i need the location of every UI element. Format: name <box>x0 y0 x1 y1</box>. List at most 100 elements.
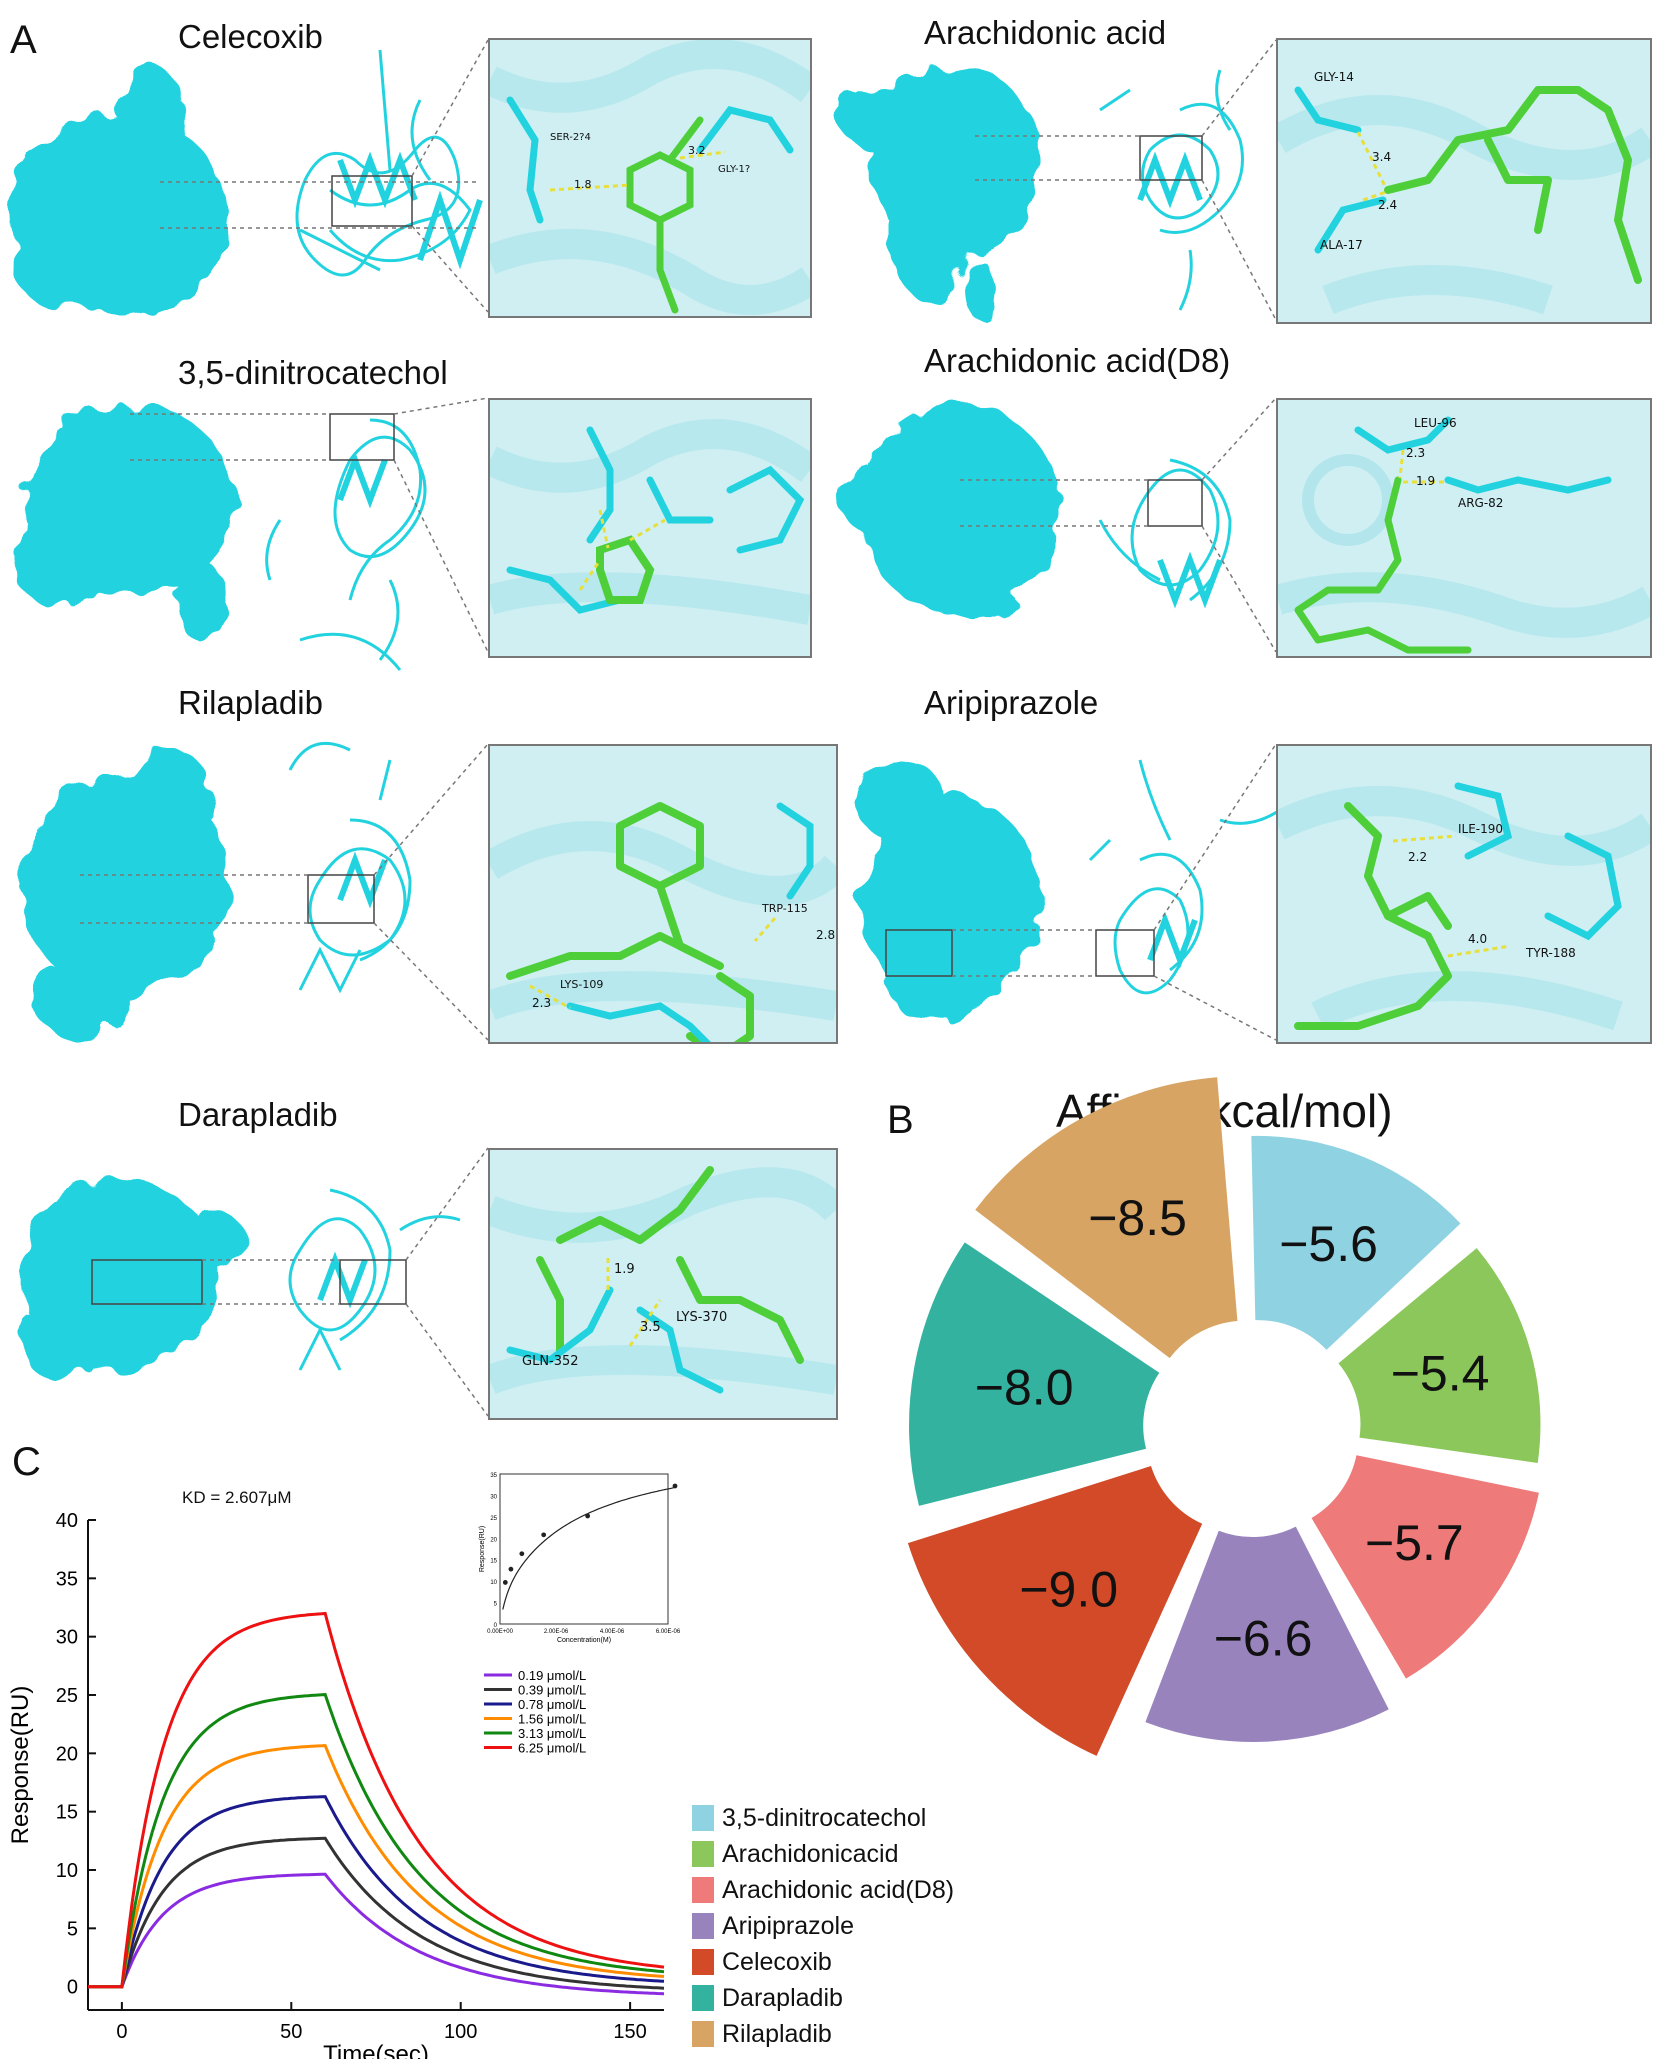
y-tick-label: 35 <box>56 1568 78 1590</box>
inset-point <box>672 1483 678 1489</box>
zoom-darapladib: GLN-352 LYS-370 1.9 3.5 <box>488 1148 838 1420</box>
distance-label: 1.8 <box>574 178 592 191</box>
y-tick-label: 15 <box>56 1802 78 1824</box>
legend-label: Celecoxib <box>722 1947 832 1976</box>
distance-label: 1.9 <box>1416 474 1436 488</box>
surface-darapladib <box>20 1180 245 1380</box>
x-tick-label: 100 <box>444 2021 477 2043</box>
legend-swatch <box>692 2021 714 2047</box>
y-tick-label: 10 <box>56 1860 78 1882</box>
inset-x-axis-label: Concentration(M) <box>557 1637 611 1644</box>
sensorgram-line <box>88 1836 665 1990</box>
legend-swatch <box>692 1877 714 1903</box>
inset-point <box>585 1513 591 1519</box>
rose-slice <box>1251 1135 1461 1350</box>
distance-label: 3.5 <box>640 1320 661 1335</box>
inset-point <box>541 1532 547 1538</box>
y-tick-label: 25 <box>56 1685 78 1707</box>
y-tick-label: 40 <box>56 1510 78 1532</box>
ribbon-arachidonic-d8 <box>1098 458 1232 609</box>
surface-dinitrocatechol <box>10 405 235 640</box>
inset-point <box>502 1580 508 1585</box>
inset-y-tick-label: 0 <box>494 1623 498 1629</box>
zoom-aripiprazole: ILE-190 TYR-188 2.2 4.0 <box>1276 744 1652 1044</box>
legend-swatch <box>692 1913 714 1939</box>
panel-letter-a: A <box>10 18 37 62</box>
x-tick-label: 150 <box>613 2021 646 2043</box>
residue-label: GLY-1? <box>718 164 751 175</box>
legend-label: Rilapladib <box>722 2019 832 2048</box>
rose-slice <box>1311 1455 1539 1679</box>
title-arachidonic-acid-d8: Arachidonic acid(D8) <box>924 342 1231 379</box>
ribbon-celecoxib <box>295 49 483 277</box>
zoom-arachidonic: GLY-14 ALA-17 3.4 2.4 <box>1276 38 1652 324</box>
inset-y-tick-label: 30 <box>490 1494 497 1500</box>
legend-swatch <box>692 1841 714 1867</box>
legend-label: 0.39 μmol/L <box>518 1683 586 1698</box>
inset-fit-line <box>502 1487 674 1610</box>
title-darapladib: Darapladib <box>178 1096 338 1133</box>
inset-frame <box>499 1473 669 1625</box>
legend-item: Darapladib <box>692 1980 954 2016</box>
roi-box-celecoxib <box>331 175 413 227</box>
y-tick-label: 30 <box>56 1627 78 1649</box>
distance-label: 1.9 <box>614 1262 635 1277</box>
zoom-dinitrocatechol <box>488 398 812 658</box>
legend-item: Aripiprazole <box>692 1908 954 1944</box>
zoom-arachidonic-d8: LEU-96 ARG-82 2.3 1.9 <box>1276 398 1652 658</box>
legend-item: Arachidonicacid <box>692 1836 954 1872</box>
residue-label: ALA-17 <box>1320 238 1363 252</box>
distance-label: 2.3 <box>1406 446 1426 460</box>
rose-slice <box>907 1466 1203 1756</box>
distance-label: 2.4 <box>1378 198 1398 212</box>
title-celecoxib: Celecoxib <box>178 18 323 55</box>
title-rilapladib: Rilapladib <box>178 684 323 721</box>
distance-label: 2.3 <box>532 996 552 1010</box>
legend-label: 3.13 μmol/L <box>518 1726 586 1741</box>
ribbon-rilapladib <box>288 741 412 994</box>
legend-label: Arachidonic acid(D8) <box>722 1875 955 1904</box>
ribbon-aripiprazole <box>1088 759 1281 995</box>
panel-letter-b: B <box>887 1098 914 1142</box>
rose-slice <box>1338 1248 1541 1463</box>
sensorgram-line <box>88 1795 665 1989</box>
rose-value-label: −5.7 <box>1365 1515 1464 1571</box>
legend-item: 3,5-dinitrocatechol <box>692 1800 954 1836</box>
residue-label: TRP-115 <box>762 902 808 915</box>
legend-swatch <box>692 1805 714 1831</box>
title-aripiprazole: Aripiprazole <box>924 684 1099 721</box>
distance-label: 4.0 <box>1468 932 1488 946</box>
legend-label: Darapladib <box>722 1983 843 2012</box>
distance-label: 2.8 <box>816 928 836 942</box>
residue-label: LYS-109 <box>560 978 604 991</box>
inset-y-tick-label: 35 <box>490 1473 497 1479</box>
distance-label: 3.2 <box>688 144 706 157</box>
sensorgram-line <box>88 1872 665 1996</box>
legend-label: 0.78 μmol/L <box>518 1697 586 1712</box>
kd-label: KD = 2.607μM <box>182 1488 292 1507</box>
distance-label: 2.2 <box>1408 850 1428 864</box>
legend-label: 6.25 μmol/L <box>518 1741 586 1756</box>
rose-value-label: −8.5 <box>1088 1190 1187 1246</box>
inset-x-tick-label: 6.00E-06 <box>656 1629 681 1635</box>
x-axis-label: Time(sec) <box>323 2041 429 2059</box>
residue-label: LEU-96 <box>1414 416 1457 430</box>
sensorgram-line <box>88 1611 665 1989</box>
x-tick-label: 0 <box>116 2021 127 2043</box>
legend-swatch <box>692 1949 714 1975</box>
y-tick-label: 20 <box>56 1743 78 1765</box>
legend-label: 3,5-dinitrocatechol <box>722 1803 927 1832</box>
legend-item: Arachidonic acid(D8) <box>692 1872 954 1908</box>
inset-x-tick-label: 2.00E-06 <box>544 1629 569 1635</box>
affinity-legend: 3,5-dinitrocatechol Arachidonicacid Arachi… <box>692 1800 954 2052</box>
surface-arachidonic <box>840 65 1040 320</box>
legend-label: 0.19 μmol/L <box>518 1668 586 1683</box>
zoom-celecoxib: SER-2?4 GLY-1? 1.8 3.2 <box>488 38 812 318</box>
inset-y-tick-label: 20 <box>490 1537 497 1543</box>
legend-item: Celecoxib <box>692 1944 954 1980</box>
surface-rilapladib <box>20 750 230 1040</box>
rose-value-label: −6.6 <box>1214 1611 1313 1667</box>
residue-label: ILE-190 <box>1458 822 1504 836</box>
